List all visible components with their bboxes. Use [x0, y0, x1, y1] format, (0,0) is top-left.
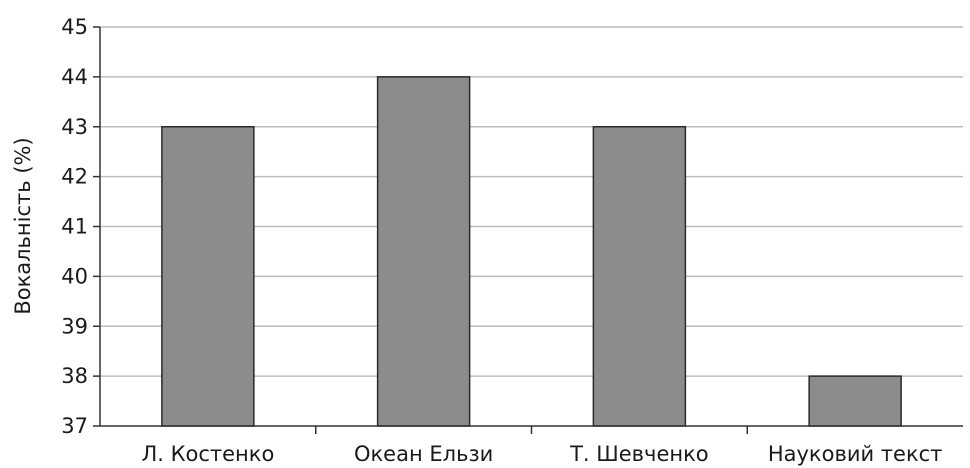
- bar: [376, 76, 471, 427]
- y-axis-title: Вокальність (%): [11, 137, 35, 314]
- y-tick-labels: 37 38 39 40 41 42 43 44 45: [61, 15, 88, 438]
- bar: [161, 126, 255, 427]
- y-tick-label: 39: [61, 314, 88, 338]
- y-tick-label: 42: [61, 165, 88, 189]
- y-tick-label: 43: [61, 115, 88, 139]
- bar: [808, 375, 902, 427]
- x-category-label: Т. Шевченко: [569, 442, 709, 466]
- y-tick-label: 45: [61, 15, 88, 39]
- y-tick-label: 37: [61, 414, 88, 438]
- bar: [592, 126, 687, 427]
- y-tick-label: 41: [61, 215, 88, 239]
- bars: [161, 76, 902, 427]
- axes: [93, 26, 963, 434]
- y-tick-label: 38: [61, 364, 88, 388]
- y-tick-label: 40: [61, 264, 88, 288]
- x-category-labels: Л. Костенко Океан Ельзи Т. Шевченко Наукови…: [141, 442, 942, 466]
- x-category-label: Л. Костенко: [141, 442, 274, 466]
- x-category-label: Океан Ельзи: [354, 442, 493, 466]
- x-category-label: Науковий текст: [768, 442, 943, 466]
- y-tick-label: 44: [61, 65, 88, 89]
